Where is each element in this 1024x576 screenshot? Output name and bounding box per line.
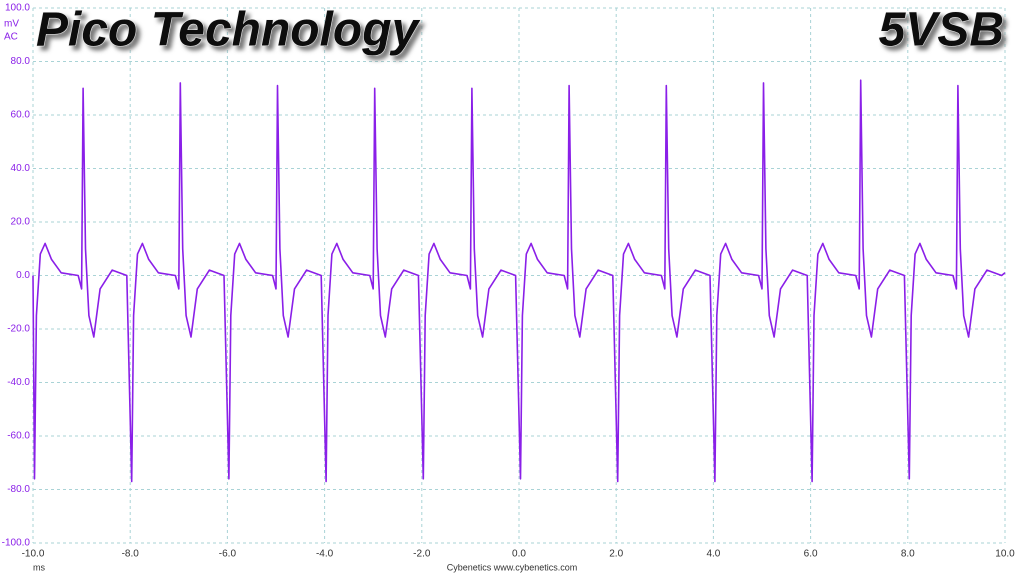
y-tick-label: -100.0 [2,538,31,549]
x-tick-label: 2.0 [609,549,623,560]
y-tick-label: 100.0 [5,3,30,14]
footer: Cybenetics www.cybenetics.com [447,562,578,572]
y-tick-label: 0.0 [16,270,30,281]
y-tick-label: -20.0 [7,324,30,335]
x-tick-label: 4.0 [706,549,720,560]
x-tick-label: -8.0 [122,549,140,560]
y-tick-label: -80.0 [7,484,30,495]
x-tick-label: 10.0 [995,549,1015,560]
y-unit: mV [4,19,19,30]
x-tick-label: 8.0 [901,549,915,560]
chart-subtitle: 5VSB [879,4,1004,57]
x-tick-label: -10.0 [22,549,45,560]
y-tick-label: 60.0 [11,110,31,121]
y-coupling: AC [4,32,18,43]
y-tick-label: -60.0 [7,431,30,442]
series-line [32,79,1006,483]
x-tick-label: -4.0 [316,549,334,560]
chart-title: Pico Technology [36,4,421,57]
y-tick-label: 20.0 [11,217,31,228]
x-tick-label: 0.0 [512,549,526,560]
x-tick-label: -2.0 [413,549,431,560]
y-tick-label: 40.0 [11,163,31,174]
y-tick-label: -40.0 [7,377,30,388]
x-tick-label: 6.0 [804,549,818,560]
y-tick-label: 80.0 [11,56,31,67]
x-label: ms [33,562,45,572]
x-tick-label: -6.0 [219,549,237,560]
